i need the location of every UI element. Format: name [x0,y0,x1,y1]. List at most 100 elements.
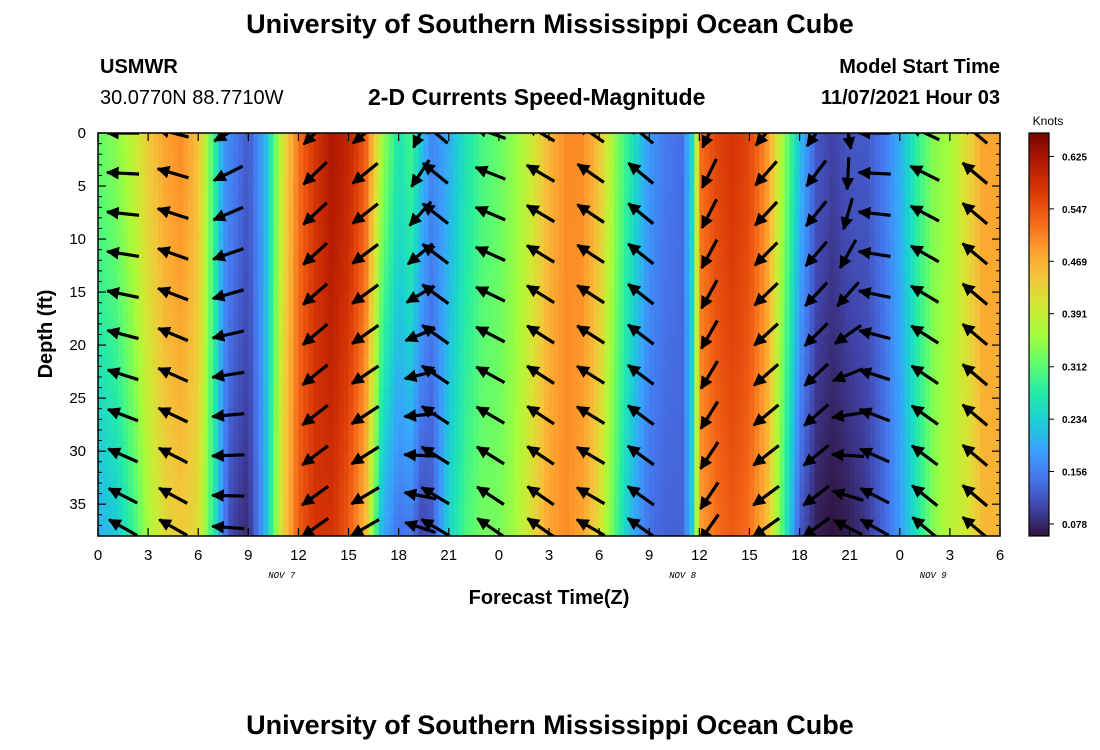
heatmap-cell [388,376,395,389]
heatmap-cell [664,514,670,526]
heatmap-cell [423,345,430,357]
heatmap-cell [338,355,345,367]
heatmap-cell [559,451,565,463]
heatmap-cell [218,376,224,389]
heatmap-cell [543,440,550,452]
heatmap-cell [173,164,179,177]
heatmap-cell [148,175,154,187]
heatmap-cell [564,260,570,272]
heatmap-cell [679,207,685,219]
heatmap-cell [488,514,495,526]
heatmap-cell [549,408,555,420]
heatmap-cell [288,239,295,251]
heatmap-cell [719,334,725,346]
heatmap-cell [488,461,495,473]
heatmap-cell [258,186,264,198]
heatmap-cell [719,398,725,410]
heatmap-cell [493,461,500,473]
heatmap-cell [458,292,465,304]
heatmap-cell [574,355,580,367]
heatmap-cell [463,334,470,346]
heatmap-cell [378,366,385,378]
heatmap-cell [128,472,134,484]
heatmap-cell [644,419,650,431]
heatmap-cell [163,398,169,410]
heatmap-cell [368,461,375,473]
heatmap-cell [293,355,300,367]
heatmap-cell [98,514,104,526]
heatmap-cell [699,239,705,251]
heatmap-cell [639,196,645,208]
heatmap-cell [644,514,650,526]
heatmap-cell [719,164,725,177]
heatmap-cell [293,366,300,378]
heatmap-cell [689,387,695,399]
heatmap-cell [383,281,390,293]
heatmap-cell [348,366,355,378]
heatmap-cell [133,345,139,357]
heatmap-cell [293,461,300,473]
heatmap-cell [719,143,725,155]
heatmap-cell [679,461,685,473]
heatmap-cell [278,525,285,536]
heatmap-cell [543,387,550,399]
heatmap-cell [624,196,630,208]
heatmap-cell [223,419,229,431]
heatmap-cell [173,408,179,420]
heatmap-cell [468,281,475,293]
heatmap-cell [654,355,660,367]
heatmap-cell [233,217,239,230]
heatmap-cell [253,228,259,240]
heatmap-cell [739,196,746,208]
heatmap-cell [629,260,635,272]
heatmap-cell [178,260,184,272]
heatmap-cell [293,398,300,410]
heatmap-cell [433,323,440,336]
heatmap-cell [143,451,149,463]
heatmap-cell [358,482,365,495]
heatmap-cell [188,164,194,177]
heatmap-cell [153,451,159,463]
heatmap-cell [599,313,605,325]
heatmap-cell [458,143,465,155]
heatmap-cell [523,186,530,198]
heatmap-cell [684,175,690,187]
heatmap-cell [599,514,605,526]
heatmap-cell [178,345,184,357]
heatmap-cell [363,228,370,240]
heatmap-cell [318,292,325,304]
heatmap-cell [744,408,751,420]
heatmap-cell [398,440,405,452]
heatmap-cell [403,175,410,187]
heatmap-cell [749,164,756,177]
heatmap-cell [348,345,355,357]
heatmap-cell [283,482,290,495]
heatmap-cell [403,249,410,261]
heatmap-cell [704,440,710,452]
heatmap-cell [744,249,751,261]
heatmap-cell [664,429,670,442]
heatmap-cell [739,302,746,314]
heatmap-cell [288,472,295,484]
heatmap-cell [719,493,725,505]
heatmap-cell [168,175,174,187]
heatmap-cell [579,217,585,230]
heatmap-cell [488,323,495,336]
heatmap-cell [619,366,625,378]
heatmap-cell [634,196,640,208]
heatmap-cell [538,239,545,251]
heatmap-cell [423,334,430,346]
heatmap-cell [208,355,214,367]
heatmap-cell [448,461,455,473]
heatmap-cell [358,143,365,155]
heatmap-cell [163,387,169,399]
heatmap-cell [153,514,159,526]
heatmap-cell [158,143,164,155]
heatmap-cell [543,217,550,230]
heatmap-cell [198,419,204,431]
heatmap-cell [594,482,600,495]
heatmap-cell [213,143,219,155]
heatmap-cell [183,387,189,399]
heatmap-cell [594,281,600,293]
heatmap-cell [694,239,700,251]
